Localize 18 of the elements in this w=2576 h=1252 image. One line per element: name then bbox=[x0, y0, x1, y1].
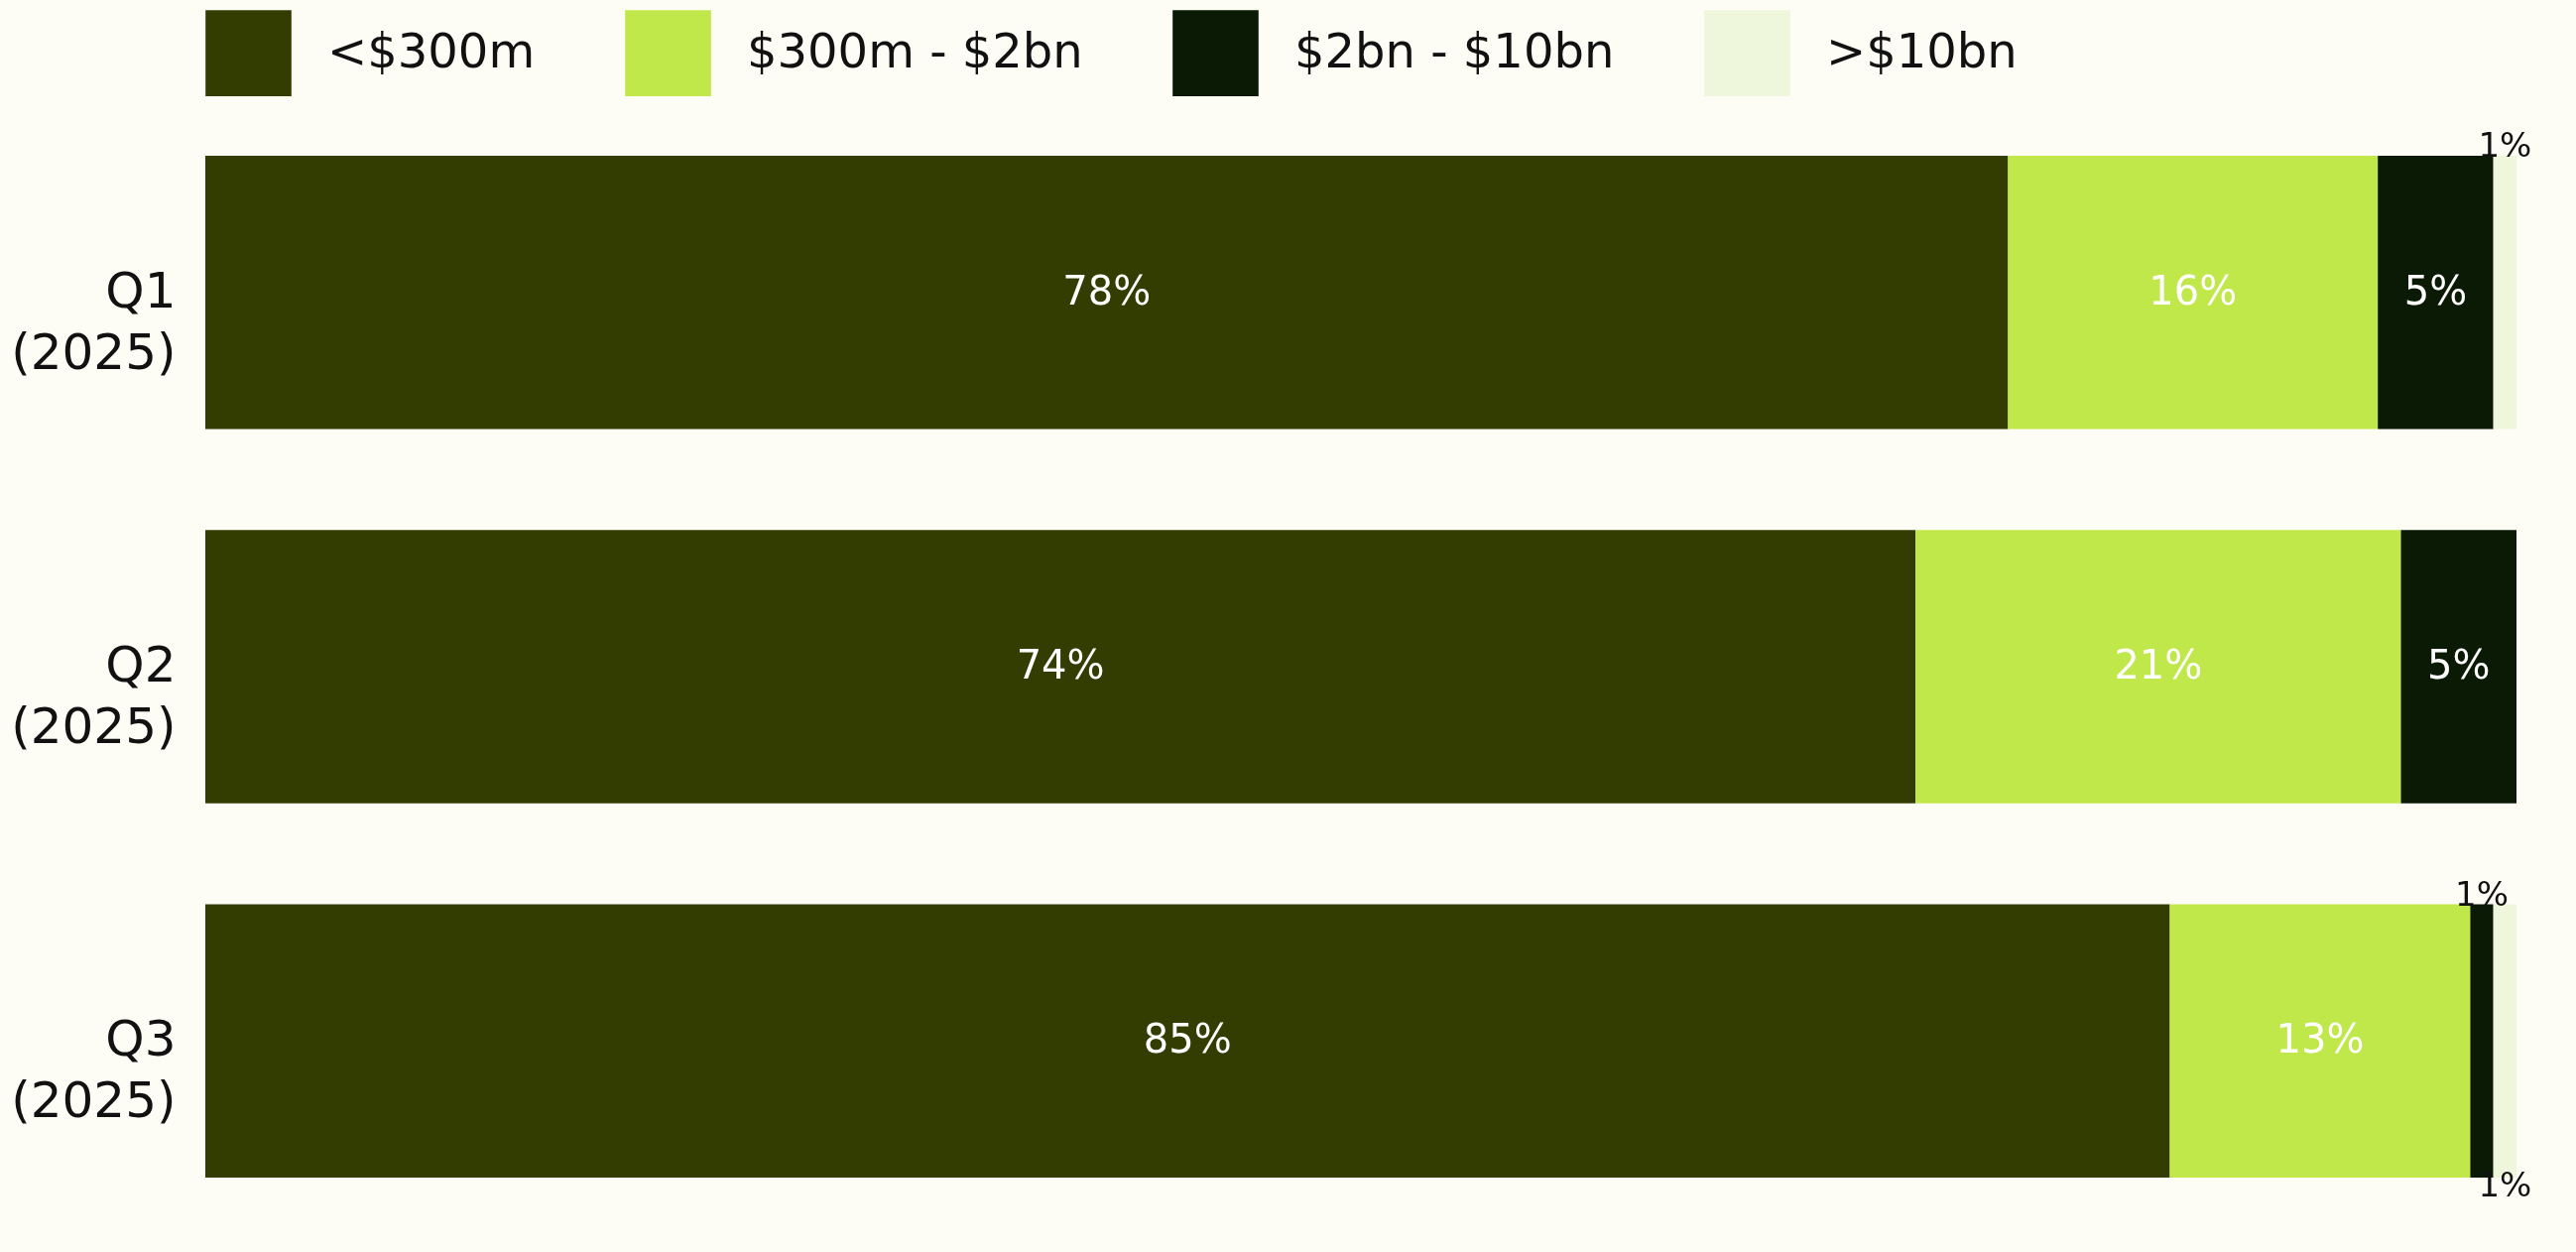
y-tick-label: Q3 (2025) bbox=[11, 1010, 177, 1130]
data-label: 13% bbox=[2275, 1016, 2365, 1063]
data-label: 85% bbox=[1143, 1016, 1232, 1063]
y-tick-label: Q1 (2025) bbox=[11, 261, 177, 381]
data-label: 5% bbox=[2427, 642, 2491, 688]
data-label: 5% bbox=[2403, 267, 2468, 313]
y-tick-label: Q2 (2025) bbox=[11, 636, 177, 755]
legend-label: <$300m bbox=[327, 22, 536, 78]
data-label: 21% bbox=[2114, 642, 2203, 688]
legend-label: $300m - $2bn bbox=[747, 22, 1083, 78]
data-label: 1% bbox=[2478, 1164, 2532, 1204]
legend-label: $2bn - $10bn bbox=[1294, 22, 1615, 78]
data-label: 1% bbox=[2478, 125, 2532, 166]
data-label: 78% bbox=[1062, 267, 1152, 313]
data-label: 74% bbox=[1016, 642, 1105, 688]
legend-label: >$10bn bbox=[1826, 22, 2018, 78]
data-label: 16% bbox=[2148, 267, 2238, 313]
data-label: 1% bbox=[2455, 873, 2510, 914]
